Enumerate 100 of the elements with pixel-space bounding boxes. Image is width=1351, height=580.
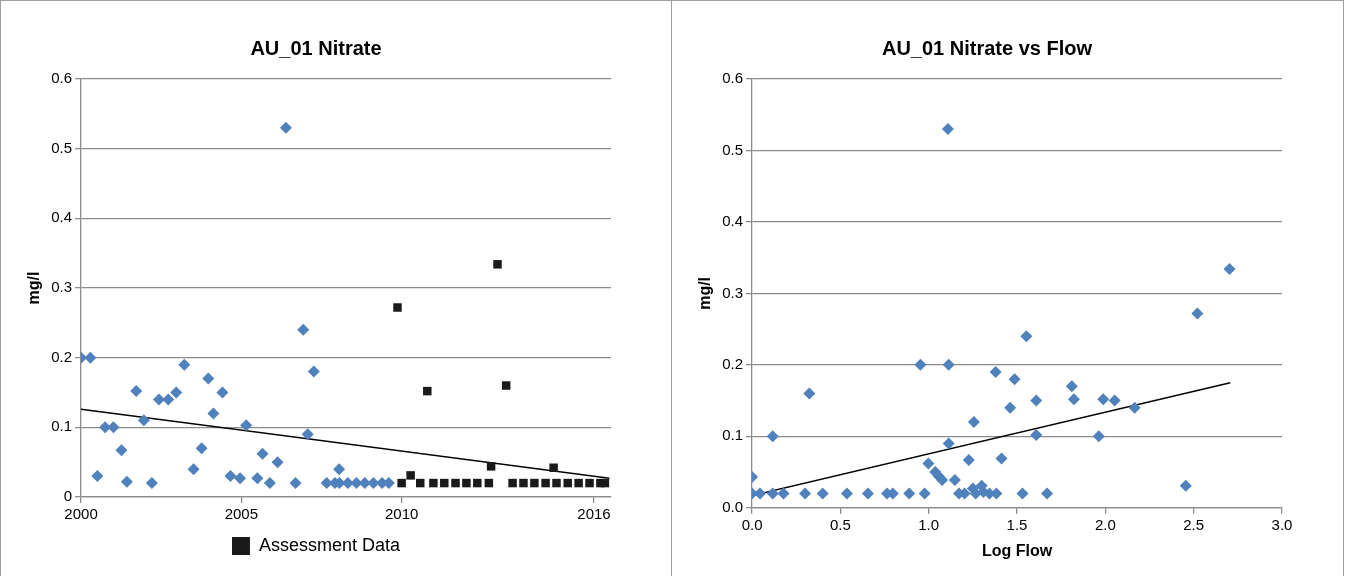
point xyxy=(962,453,975,466)
y-tick-label: 0.4 xyxy=(51,208,73,226)
point xyxy=(777,487,790,500)
x-tick-label: 2005 xyxy=(224,505,259,523)
point xyxy=(541,478,550,488)
point xyxy=(333,463,346,476)
point xyxy=(995,452,1008,465)
point xyxy=(84,351,97,364)
y-tick-label: 0.3 xyxy=(51,278,73,296)
y-tick-label: 0.1 xyxy=(722,426,744,444)
point xyxy=(202,372,215,385)
point xyxy=(251,472,264,485)
chart-title: AU_01 Nitrate xyxy=(250,36,382,59)
point xyxy=(187,463,200,476)
point xyxy=(1041,487,1054,500)
y-tick-label: 0.2 xyxy=(722,355,744,373)
point xyxy=(803,387,816,400)
point xyxy=(1004,401,1017,414)
point xyxy=(120,475,133,488)
point xyxy=(918,487,931,500)
point xyxy=(263,477,276,490)
x-tick-label: 2010 xyxy=(384,505,419,523)
point xyxy=(115,444,128,457)
point xyxy=(903,487,916,500)
legend-label: Assessment Data xyxy=(258,534,402,555)
point xyxy=(473,478,482,488)
point xyxy=(799,487,812,500)
x-tick-label: 3.0 xyxy=(1271,515,1293,533)
point xyxy=(1065,380,1078,393)
point xyxy=(942,437,955,450)
point xyxy=(941,123,954,136)
point xyxy=(240,419,253,432)
point xyxy=(451,478,460,488)
point xyxy=(549,463,558,472)
chart-title: AU_01 Nitrate vs Flow xyxy=(881,36,1093,59)
point xyxy=(1092,430,1105,443)
y-tick-label: 0.6 xyxy=(722,69,744,87)
point xyxy=(1223,263,1236,276)
x-tick-label: 2000 xyxy=(64,505,98,523)
point xyxy=(207,407,220,420)
x-tick-label: 2016 xyxy=(577,505,611,523)
point xyxy=(289,477,302,490)
point xyxy=(397,478,406,488)
point xyxy=(766,487,779,500)
point xyxy=(297,323,310,336)
point xyxy=(967,416,980,429)
point xyxy=(393,303,402,312)
point xyxy=(440,478,449,488)
x-tick-label: 2.0 xyxy=(1094,515,1116,533)
y-axis-title: mg/l xyxy=(696,276,714,310)
point xyxy=(301,428,314,441)
y-tick-label: 0.5 xyxy=(51,138,73,156)
point xyxy=(486,462,496,471)
y-axis-title: mg/l xyxy=(25,271,43,305)
point xyxy=(170,386,183,399)
point xyxy=(501,381,511,390)
point xyxy=(271,456,284,469)
point xyxy=(942,358,955,371)
point xyxy=(936,473,949,486)
point xyxy=(1108,394,1121,407)
point xyxy=(152,393,165,406)
y-tick-label: 0.5 xyxy=(722,140,744,158)
point xyxy=(552,478,561,488)
point xyxy=(519,478,528,488)
point xyxy=(508,478,517,488)
point xyxy=(256,447,269,460)
point xyxy=(1179,479,1192,492)
y-tick-label: 0.6 xyxy=(51,69,73,87)
y-tick-label: 0.2 xyxy=(51,347,73,365)
point xyxy=(563,478,572,488)
point xyxy=(423,386,432,396)
point xyxy=(145,477,158,490)
point xyxy=(178,358,191,371)
point xyxy=(1191,307,1204,320)
x-axis-title: Log Flow xyxy=(981,541,1053,559)
point xyxy=(216,386,229,399)
point xyxy=(574,478,583,488)
point xyxy=(1067,393,1080,406)
point xyxy=(1030,394,1043,407)
point xyxy=(429,478,438,488)
point xyxy=(585,478,594,488)
y-tick-label: 0.1 xyxy=(51,417,73,435)
point xyxy=(989,366,1002,379)
point xyxy=(861,487,874,500)
point xyxy=(279,121,292,134)
point xyxy=(840,487,853,500)
point xyxy=(766,430,779,443)
point xyxy=(224,470,237,483)
point xyxy=(91,470,104,483)
y-tick-label: 0 xyxy=(63,487,73,505)
point xyxy=(1030,428,1043,441)
y-tick-label: 0.3 xyxy=(722,283,744,301)
x-tick-label: 1.0 xyxy=(918,515,940,533)
x-tick-label: 0.0 xyxy=(741,515,763,533)
point xyxy=(406,471,415,480)
point xyxy=(162,393,175,406)
x-tick-label: 2.5 xyxy=(1183,515,1205,533)
point xyxy=(530,478,539,488)
point xyxy=(137,414,150,427)
point xyxy=(234,472,247,485)
